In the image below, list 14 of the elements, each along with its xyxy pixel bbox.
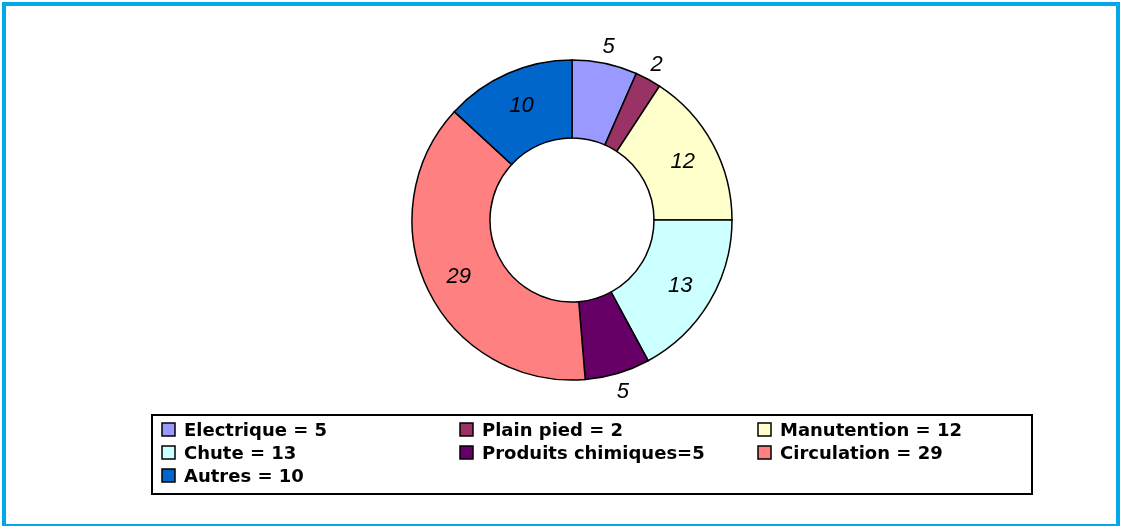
- legend-label: Electrique = 5: [184, 419, 328, 441]
- data-label: 5: [602, 33, 616, 59]
- legend-label: Plain pied = 2: [482, 419, 624, 441]
- data-label: 5: [616, 378, 630, 404]
- legend-label: Autres = 10: [184, 465, 304, 487]
- legend-label: Circulation = 29: [780, 442, 943, 464]
- data-label: 2: [649, 51, 663, 77]
- data-label: 12: [670, 147, 696, 173]
- legend-label: Manutention = 12: [780, 419, 962, 441]
- legend-label: Chute = 13: [184, 442, 297, 464]
- data-label: 13: [668, 272, 694, 298]
- legend-label: Produits chimiques=5: [482, 442, 705, 464]
- data-label: 29: [445, 263, 472, 289]
- data-label: 10: [509, 92, 535, 118]
